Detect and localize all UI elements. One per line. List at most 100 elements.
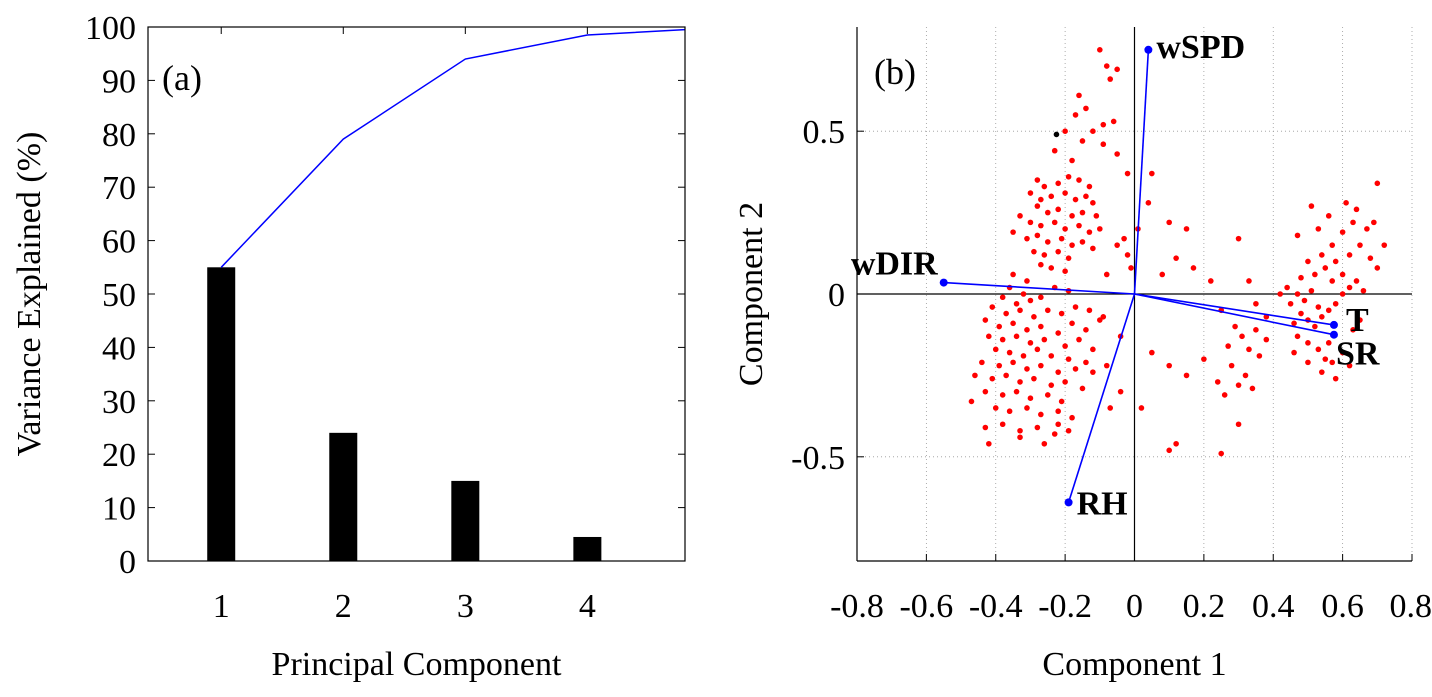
score-point [1041,252,1048,258]
score-point [1357,317,1363,323]
score-point [1329,278,1336,284]
score-point [1329,359,1336,366]
score-point [1013,300,1020,307]
score-point [999,392,1006,398]
score-point [1166,219,1172,226]
score-point [1103,63,1110,69]
score-point [1083,105,1089,112]
score-point [1246,346,1252,353]
score-point [989,375,996,382]
x-tick-label: 0.6 [1321,588,1364,625]
score-point [1339,271,1346,278]
score-point [1055,248,1061,255]
score-point [968,398,975,405]
score-point [1065,255,1072,261]
score-point [1322,265,1329,271]
score-point [999,294,1006,301]
score-point [1235,421,1242,428]
score-point [1339,291,1346,297]
score-point [1329,242,1336,248]
score-point [996,323,1003,330]
score-point [1079,239,1086,245]
bar-2 [329,432,358,561]
score-point [1100,141,1107,148]
y-tick-label: 20 [102,437,136,474]
score-point [1353,278,1360,284]
score-point [1006,408,1013,415]
y-tick-label: 0 [119,544,136,581]
score-point [1214,379,1221,385]
vector-label-T: T [1346,302,1369,339]
score-point [1058,398,1065,405]
score-point [1100,121,1107,128]
score-point [1350,219,1356,226]
score-point [1319,369,1325,375]
score-point [1062,379,1068,385]
score-point [1305,340,1311,346]
score-point [1038,411,1044,418]
score-point [1083,359,1089,366]
score-point [1291,320,1297,327]
score-point [1013,333,1020,340]
score-point [1090,369,1096,375]
score-point [1298,274,1304,281]
bar-3 [451,480,480,561]
score-point [1114,66,1120,73]
x-tick-label: 4 [579,588,596,625]
score-point [1124,252,1131,258]
x-tick-label: 1 [213,588,230,625]
y-tick-label: 0.5 [803,114,846,151]
panel-label-a: (a) [162,58,202,98]
score-point [1062,343,1068,349]
score-point [1072,196,1079,203]
score-point [1107,76,1114,82]
score-point [1235,382,1242,388]
x-tick-label: 0.2 [1183,588,1226,625]
score-point [1093,213,1100,219]
score-point [1006,284,1013,291]
score-point [1332,258,1339,265]
score-point [1041,183,1048,190]
score-point [1062,226,1068,232]
score-point [972,372,978,379]
score-point [1235,235,1242,242]
score-point [1124,170,1131,177]
score-point [1298,310,1304,317]
score-point [1090,128,1096,134]
score-point [1201,356,1207,362]
score-point [1076,222,1082,229]
score-point [1058,235,1065,242]
score-point [1232,323,1238,330]
vector-tip-SR [1329,330,1338,339]
panel-label-b: (b) [874,52,916,92]
score-point [1308,287,1315,294]
score-point [1034,232,1041,239]
score-point [1371,219,1377,226]
score-point [1097,317,1103,323]
score-point [992,405,999,411]
score-point [1024,405,1030,411]
vector-tip-wSPD [1144,45,1153,54]
score-point [1360,287,1367,294]
score-point [1114,242,1120,248]
x-tick-label: -0.2 [1038,588,1092,625]
score-point [1249,385,1256,392]
y-tick-label: 30 [102,384,136,421]
score-point [1017,379,1023,385]
score-point [1027,219,1034,226]
score-point [1121,235,1127,242]
score-point [1090,200,1096,206]
score-point [982,388,989,395]
x-axis-label: Principal Component [272,646,562,683]
score-point [1312,271,1318,278]
y-tick-label: 10 [102,491,136,528]
score-point [1097,226,1103,232]
score-point [1044,392,1051,398]
score-point [1159,271,1166,278]
score-point [1055,330,1061,336]
score-point [1010,320,1016,327]
score-point [1090,346,1096,353]
score-point [1103,362,1110,369]
score-point [1010,271,1016,278]
score-point [1024,278,1030,284]
